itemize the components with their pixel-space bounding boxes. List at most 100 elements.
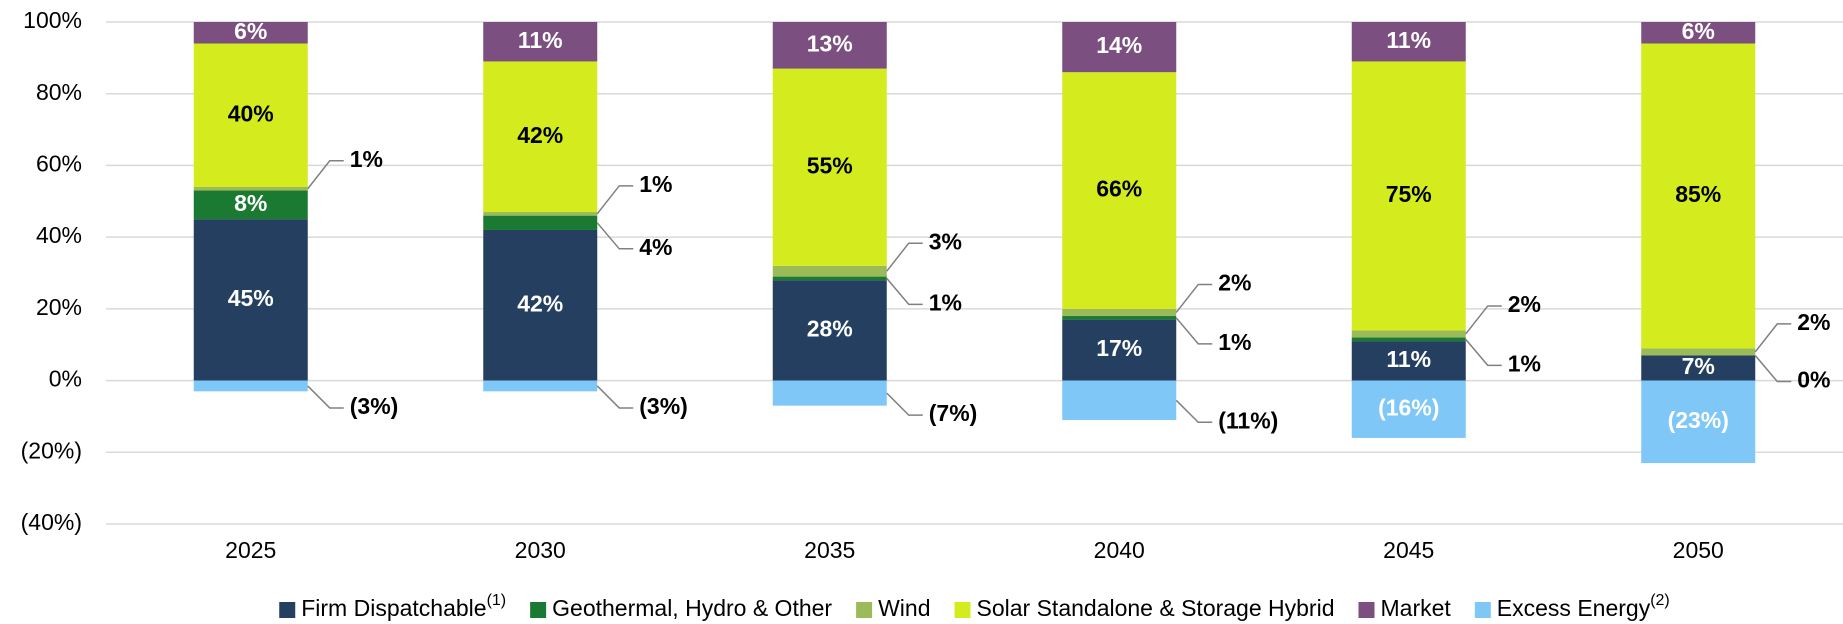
data-label: 1%	[929, 289, 962, 315]
legend-label: Excess Energy(2)	[1497, 592, 1670, 621]
legend-footnote: (2)	[1650, 592, 1670, 609]
leader-line	[1465, 338, 1502, 367]
bar-segment	[1062, 308, 1177, 317]
legend-swatch	[530, 602, 547, 618]
bar-segment	[193, 22, 308, 44]
leader-line	[1175, 317, 1213, 345]
bar-segment	[1351, 337, 1466, 342]
bar-segment	[772, 68, 887, 266]
data-label: 8%	[234, 190, 267, 216]
bar-segment	[772, 265, 887, 277]
legend-swatch	[1474, 602, 1491, 618]
bar-segment	[193, 219, 308, 381]
leader-line	[596, 222, 634, 250]
data-label: 0%	[1797, 367, 1830, 393]
data-label: 17%	[1096, 335, 1142, 361]
legend-item: Solar Standalone & Storage Hybrid	[954, 595, 1335, 621]
data-label: 3%	[929, 228, 962, 254]
bar-segment	[1351, 380, 1466, 438]
leader-line	[1754, 354, 1792, 383]
legend-swatch	[954, 602, 971, 618]
data-label: 1%	[639, 171, 672, 197]
legend-label: Firm Dispatchable(1)	[301, 592, 506, 621]
bar-segment	[1641, 380, 1756, 464]
legend-label: Solar Standalone & Storage Hybrid	[977, 595, 1335, 621]
bar-segment	[483, 22, 598, 62]
data-label: 14%	[1096, 32, 1142, 58]
data-label: (7%)	[929, 400, 978, 426]
legend-name: Geothermal, Hydro & Other	[552, 595, 832, 621]
data-label: 85%	[1675, 181, 1721, 207]
y-tick-label: (40%)	[21, 509, 82, 535]
legend-name: Solar Standalone & Storage Hybrid	[977, 595, 1335, 621]
y-tick-label: 0%	[49, 366, 82, 392]
bar-segment	[483, 380, 598, 392]
y-tick-label: 40%	[36, 222, 82, 248]
leader-line	[307, 159, 344, 190]
bar-segment	[772, 276, 887, 281]
y-tick-label: 60%	[36, 151, 82, 177]
bar-segment	[483, 61, 598, 213]
bar-segment	[1351, 330, 1466, 338]
bar-segment	[193, 186, 308, 191]
x-tick-label: 2035	[804, 537, 855, 563]
data-label: (23%)	[1668, 407, 1729, 433]
bar-segment	[772, 380, 887, 406]
data-label: 11%	[1386, 27, 1431, 53]
bar-segment	[1641, 355, 1756, 381]
data-label: 2%	[1508, 291, 1541, 317]
data-label: 2%	[1218, 270, 1251, 296]
leader-line	[1754, 323, 1792, 353]
leader-line	[886, 392, 923, 416]
bar-segment	[1351, 61, 1466, 331]
x-tick-label: 2030	[515, 537, 566, 563]
data-label: 7%	[1682, 353, 1715, 379]
legend-name: Wind	[878, 595, 930, 621]
bar-segment	[1641, 22, 1756, 44]
data-label: 75%	[1386, 181, 1432, 207]
data-label: 55%	[807, 152, 853, 178]
leader-line	[886, 277, 923, 306]
data-label: (3%)	[639, 393, 688, 419]
bar-segment	[1062, 380, 1177, 421]
legend-item: Firm Dispatchable(1)	[279, 592, 506, 621]
bar-segment	[483, 212, 598, 216]
data-label: 28%	[807, 315, 853, 341]
data-label: 1%	[350, 146, 383, 172]
y-tick-label: (20%)	[21, 437, 82, 463]
legend-swatch	[856, 602, 873, 618]
bar-segment	[483, 215, 598, 230]
bar-segment	[193, 43, 308, 187]
bar-segment	[772, 22, 887, 69]
bar-segment	[193, 190, 308, 220]
legend-item: Excess Energy(2)	[1474, 592, 1670, 621]
bar-segment	[1062, 319, 1177, 381]
data-label: 13%	[807, 30, 853, 56]
leader-line	[886, 242, 923, 272]
data-label: 40%	[228, 100, 274, 126]
legend-label: Market	[1381, 595, 1452, 621]
data-label: (11%)	[1218, 407, 1278, 433]
bar-segment	[483, 229, 598, 381]
legend-item: Wind	[856, 595, 931, 621]
leader-line	[1465, 305, 1502, 335]
legend-footnote: (1)	[487, 592, 507, 609]
y-tick-label: 100%	[23, 7, 82, 33]
bar-segment	[1641, 43, 1756, 349]
legend-swatch	[279, 602, 296, 618]
bar-segment	[1062, 316, 1177, 320]
data-label: 6%	[1682, 18, 1715, 44]
legend-label: Wind	[878, 595, 930, 621]
data-label: 11%	[1386, 346, 1431, 372]
data-label: 1%	[1508, 350, 1541, 376]
bar-segment	[1351, 22, 1466, 62]
data-label: 1%	[1218, 329, 1251, 355]
data-label: 42%	[517, 290, 563, 316]
leader-line	[596, 185, 634, 215]
bar-segment	[772, 280, 887, 381]
bar-segment	[1062, 72, 1177, 309]
leader-line	[1175, 283, 1213, 313]
data-label: 4%	[639, 234, 672, 260]
legend-item: Geothermal, Hydro & Other	[530, 595, 832, 621]
